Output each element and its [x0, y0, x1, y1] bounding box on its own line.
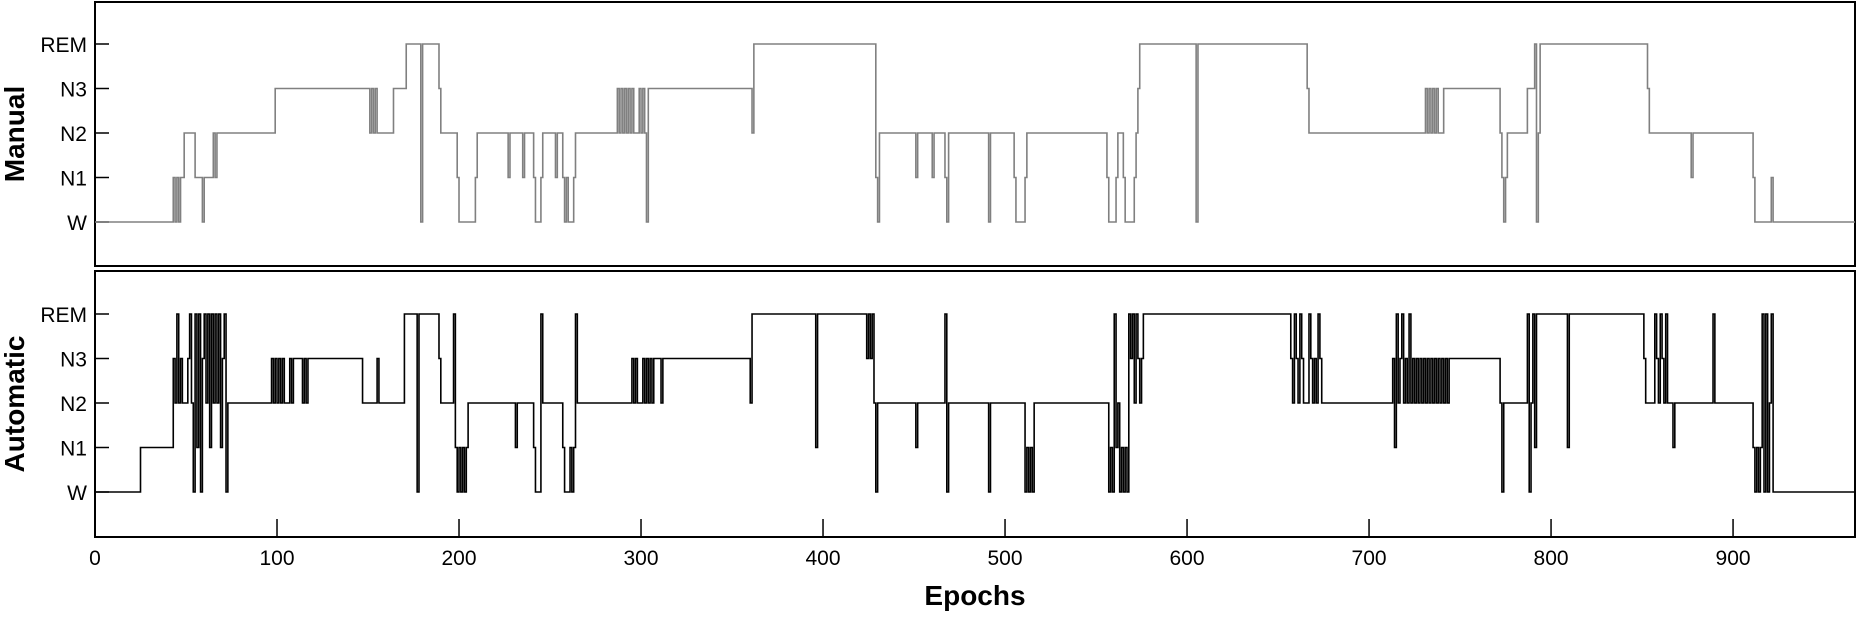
x-tick-label: 600: [1170, 547, 1205, 570]
manual-panel: W N1 N2 N3 REM Manual: [0, 1, 1856, 267]
y-tick-label: N3: [60, 79, 87, 102]
y-tick-label: N2: [60, 393, 87, 416]
plot-frame: [94, 1, 1856, 267]
x-tick-label: 400: [806, 547, 841, 570]
x-tick-label: 500: [988, 547, 1023, 570]
y-tick-label: W: [67, 212, 87, 235]
y-tick-label: N3: [60, 349, 87, 372]
y-tick-label: N1: [60, 168, 87, 191]
sleep-stage-series: [95, 43, 1855, 223]
sleep-stage-series: [95, 313, 1855, 493]
x-tick-label: 200: [441, 547, 476, 570]
x-tick-label: 0: [89, 547, 101, 570]
x-tick-label: 100: [259, 547, 294, 570]
y-tick-label: REM: [40, 34, 87, 57]
x-tick-label: 700: [1352, 547, 1387, 570]
y-axis-title: Automatic: [0, 336, 30, 473]
plot-frame: [94, 270, 1856, 538]
y-tick-label: W: [67, 482, 87, 505]
x-tick-label: 800: [1534, 547, 1569, 570]
x-axis: 0 100 200 300 400 500 600 700 800 900: [89, 519, 1751, 570]
y-axis-title: Manual: [0, 86, 30, 182]
y-tick-label: N2: [60, 123, 87, 146]
x-axis-title: Epochs: [924, 580, 1025, 611]
y-tick-label: N1: [60, 438, 87, 461]
y-tick-label: REM: [40, 304, 87, 327]
automatic-panel: W N1 N2 N3 REM Automatic: [0, 270, 1856, 538]
x-tick-label: 900: [1716, 547, 1751, 570]
x-tick-label: 300: [623, 547, 658, 570]
